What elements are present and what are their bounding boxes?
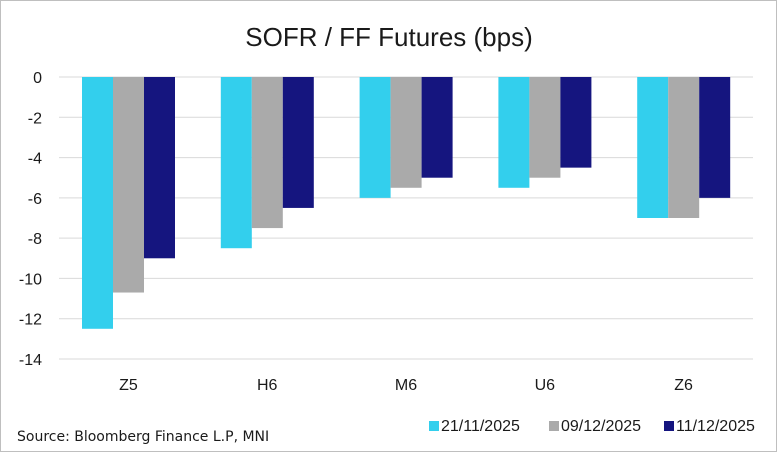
bar-M6-21/11/2025 <box>359 77 391 198</box>
bars <box>82 77 731 329</box>
x-tick-label: Z6 <box>674 377 693 394</box>
bar-U6-09/12/2025 <box>529 77 561 178</box>
bar-H6-11/12/2025 <box>282 77 314 208</box>
legend-swatch <box>429 421 439 431</box>
legend-swatch <box>664 421 674 431</box>
bar-H6-09/12/2025 <box>251 77 283 229</box>
x-axis-tick-labels: Z5 H6 M6 U6 Z6 <box>119 377 693 394</box>
x-tick-label: U6 <box>535 377 556 394</box>
y-axis-tick-labels: 0 -2 -4 -6 -8 -10 -12 -14 <box>19 70 42 369</box>
y-tick-label: -4 <box>28 151 42 168</box>
chart-title: SOFR / FF Futures (bps) <box>245 22 533 52</box>
y-tick-label: -8 <box>28 231 42 248</box>
bar-Z5-21/11/2025 <box>82 77 113 329</box>
y-tick-label: -6 <box>28 191 42 208</box>
source-note: Source: Bloomberg Finance L.P, MNI <box>17 429 270 445</box>
x-tick-label: H6 <box>257 377 278 394</box>
y-tick-label: 0 <box>33 70 42 87</box>
bar-H6-21/11/2025 <box>220 77 252 249</box>
bar-M6-09/12/2025 <box>390 77 422 188</box>
y-tick-label: -10 <box>19 271 42 288</box>
legend-label: 21/11/2025 <box>441 418 520 435</box>
bar-Z5-09/12/2025 <box>113 77 144 293</box>
legend: 21/11/2025 09/12/2025 11/12/2025 <box>429 418 755 435</box>
legend-label: 09/12/2025 <box>561 418 641 435</box>
bar-U6-11/12/2025 <box>560 77 592 168</box>
bar-Z6-11/12/2025 <box>699 77 731 198</box>
legend-label: 11/12/2025 <box>676 418 755 435</box>
bar-U6-21/11/2025 <box>498 77 530 188</box>
bar-Z6-09/12/2025 <box>668 77 700 218</box>
legend-swatch <box>549 421 559 431</box>
y-tick-label: -12 <box>19 312 42 329</box>
y-tick-label: -14 <box>19 352 42 369</box>
y-tick-label: -2 <box>28 110 42 127</box>
x-tick-label: Z5 <box>119 377 138 394</box>
x-tick-label: M6 <box>395 377 417 394</box>
bar-Z6-21/11/2025 <box>637 77 669 218</box>
bar-Z5-11/12/2025 <box>144 77 175 259</box>
bar-M6-11/12/2025 <box>421 77 453 178</box>
